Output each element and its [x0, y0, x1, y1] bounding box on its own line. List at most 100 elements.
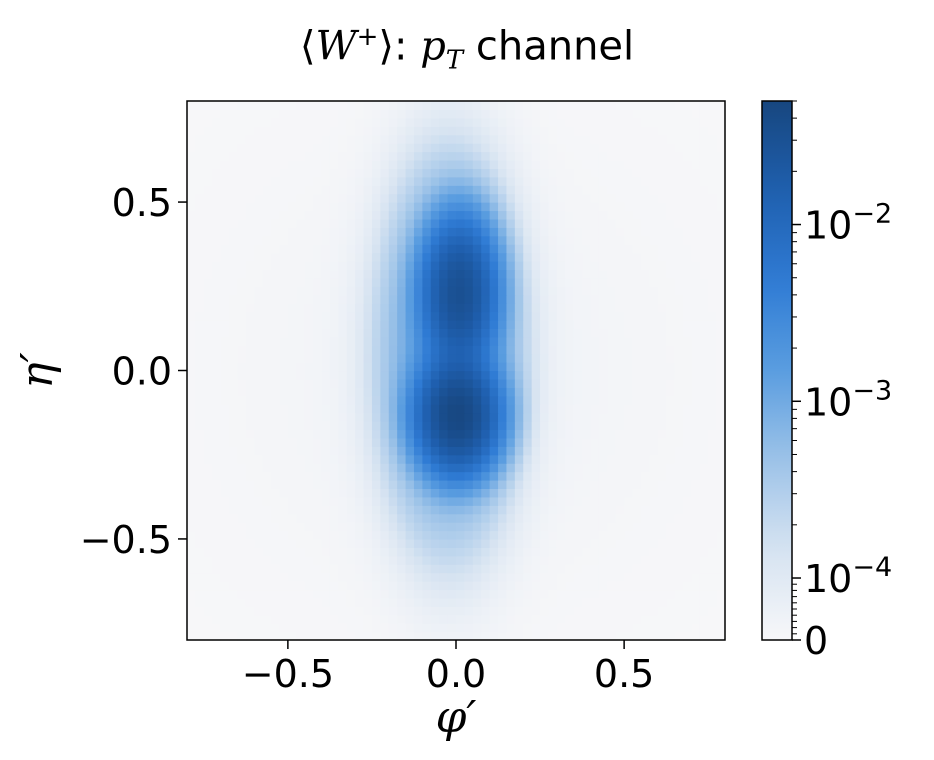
heatmap-cell [380, 311, 390, 321]
heatmap-cell [481, 555, 491, 565]
heatmap-cell [716, 429, 726, 439]
heatmap-cell [262, 311, 272, 321]
heatmap-cell [716, 244, 726, 254]
heatmap-cell [682, 530, 692, 540]
heatmap-cell [632, 513, 642, 523]
heatmap-cell [556, 479, 566, 489]
heatmap-cell [338, 227, 348, 237]
heatmap-cell [388, 614, 398, 624]
heatmap-cell [582, 168, 592, 178]
heatmap-cell [346, 488, 356, 498]
heatmap-cell [371, 134, 381, 144]
heatmap-cell [245, 530, 255, 540]
heatmap-cell [582, 623, 592, 633]
heatmap-cell [397, 362, 407, 372]
heatmap-cell [346, 210, 356, 220]
heatmap-cell [548, 244, 558, 254]
heatmap-cell [498, 286, 508, 296]
heatmap-cell [498, 412, 508, 422]
heatmap-cell [245, 564, 255, 574]
heatmap-cell [439, 151, 449, 161]
heatmap-cell [413, 261, 423, 271]
heatmap-cell [346, 277, 356, 287]
heatmap-cell [439, 210, 449, 220]
heatmap-cell [262, 185, 272, 195]
heatmap-cell [582, 202, 592, 212]
heatmap-cell [540, 581, 550, 591]
heatmap-cell [649, 614, 659, 624]
heatmap-cell [380, 117, 390, 127]
heatmap-cell [313, 631, 323, 641]
heatmap-cell [540, 185, 550, 195]
heatmap-cell [657, 303, 667, 313]
heatmap-cell [548, 261, 558, 271]
heatmap-cell [430, 210, 440, 220]
heatmap-cell [237, 101, 247, 111]
heatmap-cell [203, 496, 213, 506]
heatmap-cell [682, 210, 692, 220]
heatmap-cell [514, 463, 524, 473]
heatmap-cell [279, 564, 289, 574]
heatmap-cell [565, 547, 575, 557]
heatmap-cell [640, 555, 650, 565]
heatmap-cell [388, 210, 398, 220]
heatmap-cell [220, 597, 230, 607]
heatmap-cell [245, 244, 255, 254]
heatmap-cell [254, 117, 264, 127]
heatmap-cell [287, 227, 297, 237]
heatmap-cell [245, 446, 255, 456]
heatmap-cell [271, 581, 281, 591]
heatmap-cell [262, 597, 272, 607]
heatmap-cell [371, 143, 381, 153]
heatmap-cell [682, 101, 692, 111]
heatmap-cell [371, 395, 381, 405]
heatmap-cell [716, 185, 726, 195]
heatmap-cell [540, 623, 550, 633]
heatmap-cell [708, 581, 718, 591]
heatmap-cell [598, 564, 608, 574]
heatmap-cell [388, 370, 398, 380]
heatmap-cell [540, 471, 550, 481]
heatmap-cell [607, 614, 617, 624]
heatmap-cell [237, 117, 247, 127]
heatmap-cell [338, 437, 348, 447]
heatmap-cell [523, 522, 533, 532]
heatmap-cell [254, 437, 264, 447]
heatmap-cell [657, 555, 667, 565]
heatmap-cell [481, 117, 491, 127]
heatmap-cell [338, 555, 348, 565]
heatmap-cell [422, 294, 432, 304]
heatmap-cell [649, 176, 659, 186]
heatmap-cell [313, 117, 323, 127]
heatmap-cell [321, 454, 331, 464]
heatmap-cell [338, 513, 348, 523]
heatmap-cell [498, 547, 508, 557]
heatmap-cell [187, 530, 197, 540]
heatmap-cell [548, 623, 558, 633]
heatmap-cell [649, 227, 659, 237]
heatmap-cell [464, 143, 474, 153]
heatmap-cell [296, 547, 306, 557]
heatmap-cell [329, 303, 339, 313]
heatmap-cell [430, 134, 440, 144]
heatmap-cell [590, 143, 600, 153]
heatmap-cell [245, 303, 255, 313]
heatmap-cell [464, 159, 474, 169]
heatmap-cell [380, 277, 390, 287]
heatmap-cell [472, 597, 482, 607]
heatmap-cell [691, 244, 701, 254]
heatmap-cell [355, 328, 365, 338]
heatmap-cell [556, 244, 566, 254]
colorbar-tick-label: 0 [804, 619, 828, 663]
heatmap-cell [212, 463, 222, 473]
heatmap-cell [304, 168, 314, 178]
heatmap-cell [565, 185, 575, 195]
heatmap-cell [380, 143, 390, 153]
heatmap-cell [296, 143, 306, 153]
heatmap-cell [363, 496, 373, 506]
heatmap-cell [514, 597, 524, 607]
heatmap-cell [573, 421, 583, 431]
heatmap-cell [489, 589, 499, 599]
heatmap-cell [481, 218, 491, 228]
heatmap-cells [187, 101, 726, 641]
